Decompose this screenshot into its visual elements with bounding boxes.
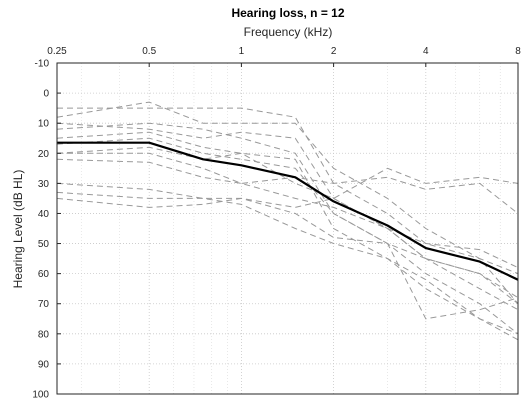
individual-audiogram-line <box>56 158 519 269</box>
y-tick-label: 80 <box>38 329 50 340</box>
individual-audiogram-line <box>56 146 519 305</box>
y-tick-label: 50 <box>38 239 50 250</box>
axis-ticks: 0.25 0.5 1 2 4 8 -10 0 10 20 30 40 50 60 70 80 90 100 <box>32 46 521 399</box>
individual-audiogram-line <box>56 197 519 320</box>
individual-audiogram-line <box>56 122 519 311</box>
plot-area <box>57 63 518 394</box>
y-tick-label: 90 <box>38 359 50 370</box>
individual-audiogram-line <box>56 122 519 299</box>
x-tick-label: 2 <box>331 46 337 57</box>
y-tick-label: 100 <box>32 390 49 399</box>
y-axis-label: Hearing Level (dB HL) <box>11 170 25 289</box>
y-tick-label: 20 <box>38 149 50 160</box>
mean-audiogram-line <box>57 141 519 281</box>
individual-audiogram-line <box>56 101 519 305</box>
y-tick-label: 60 <box>38 269 50 280</box>
plot-frame <box>56 62 519 395</box>
x-tick-label: 0.5 <box>142 46 156 57</box>
individual-audiogram-line <box>57 107 519 275</box>
chart-title: Hearing loss, n = 12 <box>231 6 344 20</box>
y-tick-label: -10 <box>35 59 50 70</box>
y-tick-label: 0 <box>43 89 49 100</box>
x-tick-label: 8 <box>515 46 521 57</box>
x-tick-label: 0.25 <box>47 46 67 57</box>
x-axis-label: Frequency (kHz) <box>244 25 333 39</box>
individual-audiogram-line <box>57 152 519 214</box>
individual-audiogram-line <box>56 131 519 341</box>
y-tick-label: 70 <box>38 299 50 310</box>
y-tick-label: 10 <box>38 119 50 130</box>
individual-audiogram-line <box>56 191 519 335</box>
y-tick-label: 40 <box>38 209 50 220</box>
y-tick-label: 30 <box>38 179 50 190</box>
individual-audiogram-line <box>56 137 519 335</box>
mean-audiogram <box>57 141 519 281</box>
x-tick-label: 4 <box>423 46 429 57</box>
x-tick-label: 1 <box>239 46 245 57</box>
individual-audiograms <box>56 101 519 341</box>
